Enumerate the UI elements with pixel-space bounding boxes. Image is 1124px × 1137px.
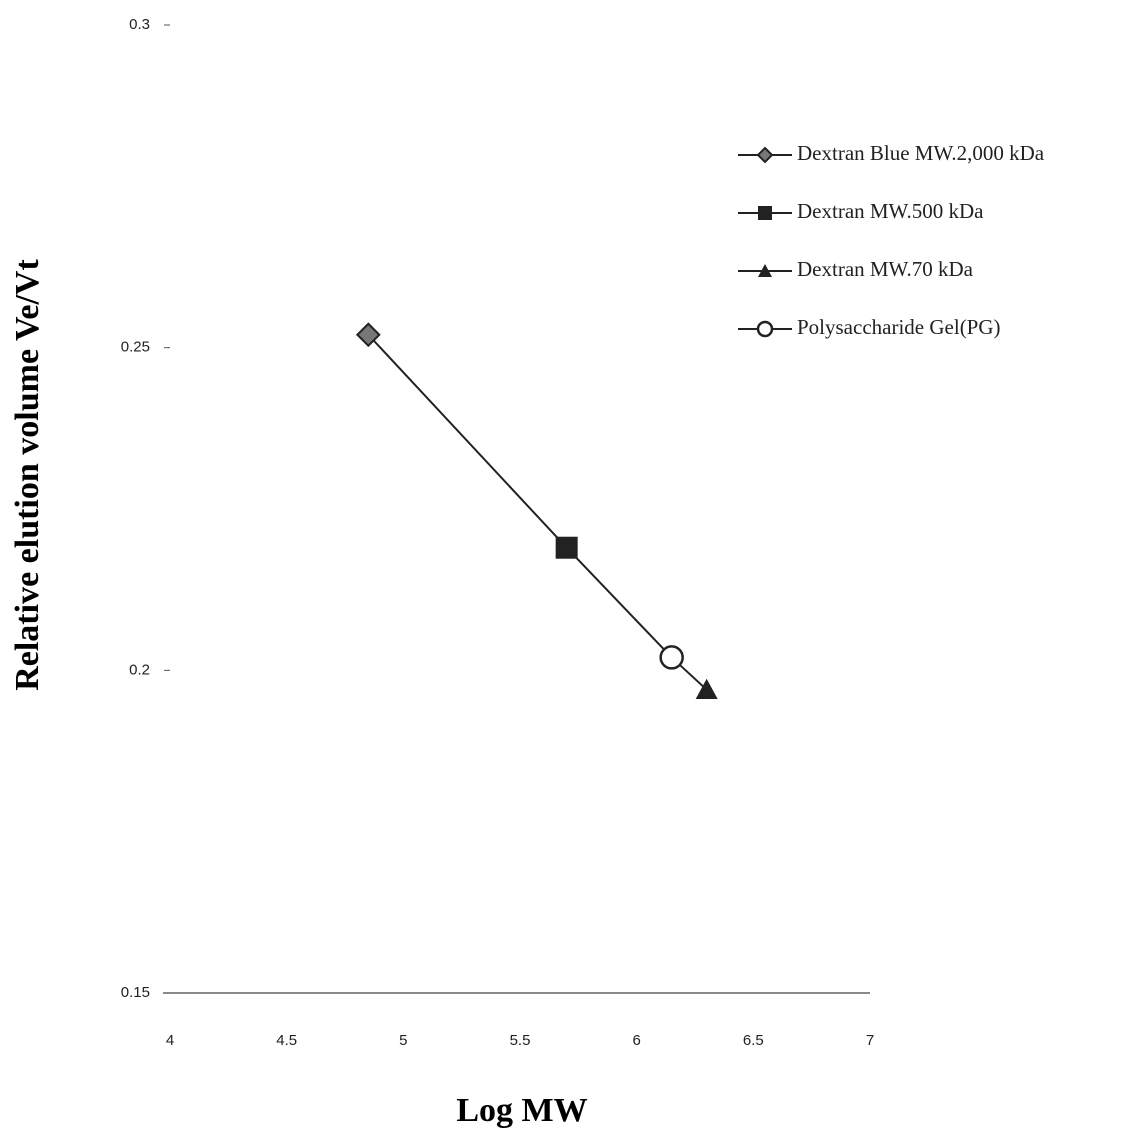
legend-label: Dextran Blue MW.2,000 kDa [797,141,1045,165]
legend-label: Polysaccharide Gel(PG) [797,315,1001,339]
point [695,678,718,700]
x-tick-label: 6 [632,1032,640,1049]
legend-marker [756,146,774,164]
connecting-line [367,334,708,691]
x-tick-label: 5 [399,1032,407,1049]
y-tick-label: 0.3 [129,16,150,33]
legend-marker [758,264,772,277]
x-tick-label: 5.5 [510,1032,531,1049]
y-tick-label: 0.2 [129,661,150,678]
legend-label: Dextran MW.500 kDa [797,199,984,223]
legend-marker [756,320,774,338]
point [659,645,684,670]
x-axis-title: Log MW [456,1092,587,1129]
x-tick-label: 4 [166,1032,174,1049]
x-tick-label: 6.5 [743,1032,764,1049]
x-tick-label: 7 [866,1032,874,1049]
y-axis-title: Relative elution volume Ve/Vt [9,259,46,691]
legend-label: Dextran MW.70 kDa [797,257,974,281]
point [355,322,381,348]
y-tick-label: 0.15 [121,984,150,1001]
point [555,536,578,559]
y-tick-label: 0.25 [121,339,150,356]
legend-marker [758,206,772,220]
x-tick-label: 4.5 [276,1032,297,1049]
